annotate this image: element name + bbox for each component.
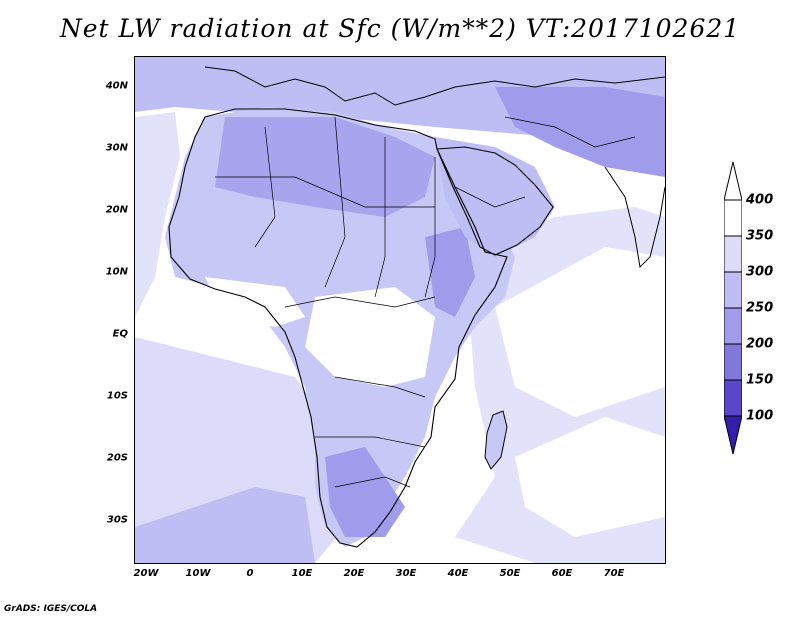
indian-ocean-clear-south bbox=[515, 417, 665, 537]
lon-label-10w: 10W bbox=[185, 568, 211, 579]
africa-coastline bbox=[168, 108, 508, 548]
lon-label-30e: 30E bbox=[395, 568, 417, 579]
colorbar-bin-above-400 bbox=[724, 199, 742, 237]
colorbar-bin-350-400 bbox=[724, 235, 742, 273]
lat-label-20s: 20S bbox=[106, 452, 128, 464]
map-plot-area bbox=[134, 56, 666, 564]
lon-label-70e: 70E bbox=[603, 568, 625, 579]
colorbar-label-250: 250 bbox=[746, 300, 774, 316]
southern-ocean-field bbox=[135, 487, 315, 563]
map-canvas bbox=[135, 57, 665, 563]
lon-label-20w: 20W bbox=[133, 568, 159, 579]
colorbar-label-400: 400 bbox=[746, 192, 774, 208]
lon-label-40e: 40E bbox=[447, 568, 469, 579]
atlantic-field bbox=[135, 112, 180, 317]
lat-label-40n: 40N bbox=[105, 80, 128, 92]
lat-label-10s: 10S bbox=[106, 390, 128, 402]
colorbar-label-200: 200 bbox=[746, 336, 774, 352]
lon-label-20e: 20E bbox=[343, 568, 365, 579]
lat-label-10n: 10N bbox=[105, 266, 128, 278]
central-africa-clear bbox=[305, 287, 435, 387]
colorbar-bin-150-200 bbox=[724, 379, 742, 417]
colorbar-bin-200-250 bbox=[724, 343, 742, 381]
india-coastline bbox=[604, 166, 665, 269]
southern-africa-field bbox=[325, 447, 405, 537]
country-borders bbox=[215, 116, 636, 488]
colorbar-label-150: 150 bbox=[746, 372, 774, 388]
map-title: Net LW radiation at Sfc (W/m**2) VT:2017… bbox=[59, 14, 741, 43]
lon-label-0: 0 bbox=[246, 568, 254, 579]
colorbar-bin-300-350 bbox=[724, 271, 742, 309]
colorbar-label-300: 300 bbox=[746, 264, 774, 280]
lat-label-30s: 30S bbox=[106, 514, 128, 526]
arabia-coastline bbox=[436, 146, 554, 256]
lat-label-20n: 20N bbox=[105, 204, 128, 216]
colorbar-bin-250-300 bbox=[724, 307, 742, 345]
lon-label-10e: 10E bbox=[291, 568, 313, 579]
sahara-field bbox=[215, 117, 435, 217]
lat-label-30n: 30N bbox=[105, 142, 128, 154]
colorbar-bottom-arrow bbox=[724, 415, 742, 454]
middle-east-field bbox=[495, 87, 665, 177]
madagascar bbox=[484, 410, 508, 470]
credit-text: GrADS: IGES/COLA bbox=[4, 604, 98, 614]
colorbar-label-100: 100 bbox=[746, 408, 774, 424]
east-africa-field bbox=[425, 227, 475, 317]
lat-label-eq: EQ bbox=[112, 328, 128, 340]
colorbar-top-arrow bbox=[724, 162, 742, 201]
europe-coastline bbox=[204, 66, 665, 106]
colorbar bbox=[724, 162, 742, 454]
indian-ocean-clear bbox=[495, 247, 665, 417]
arabia-field bbox=[435, 137, 555, 257]
lon-label-60e: 60E bbox=[551, 568, 573, 579]
lon-label-50e: 50E bbox=[499, 568, 521, 579]
colorbar-label-350: 350 bbox=[746, 228, 774, 244]
